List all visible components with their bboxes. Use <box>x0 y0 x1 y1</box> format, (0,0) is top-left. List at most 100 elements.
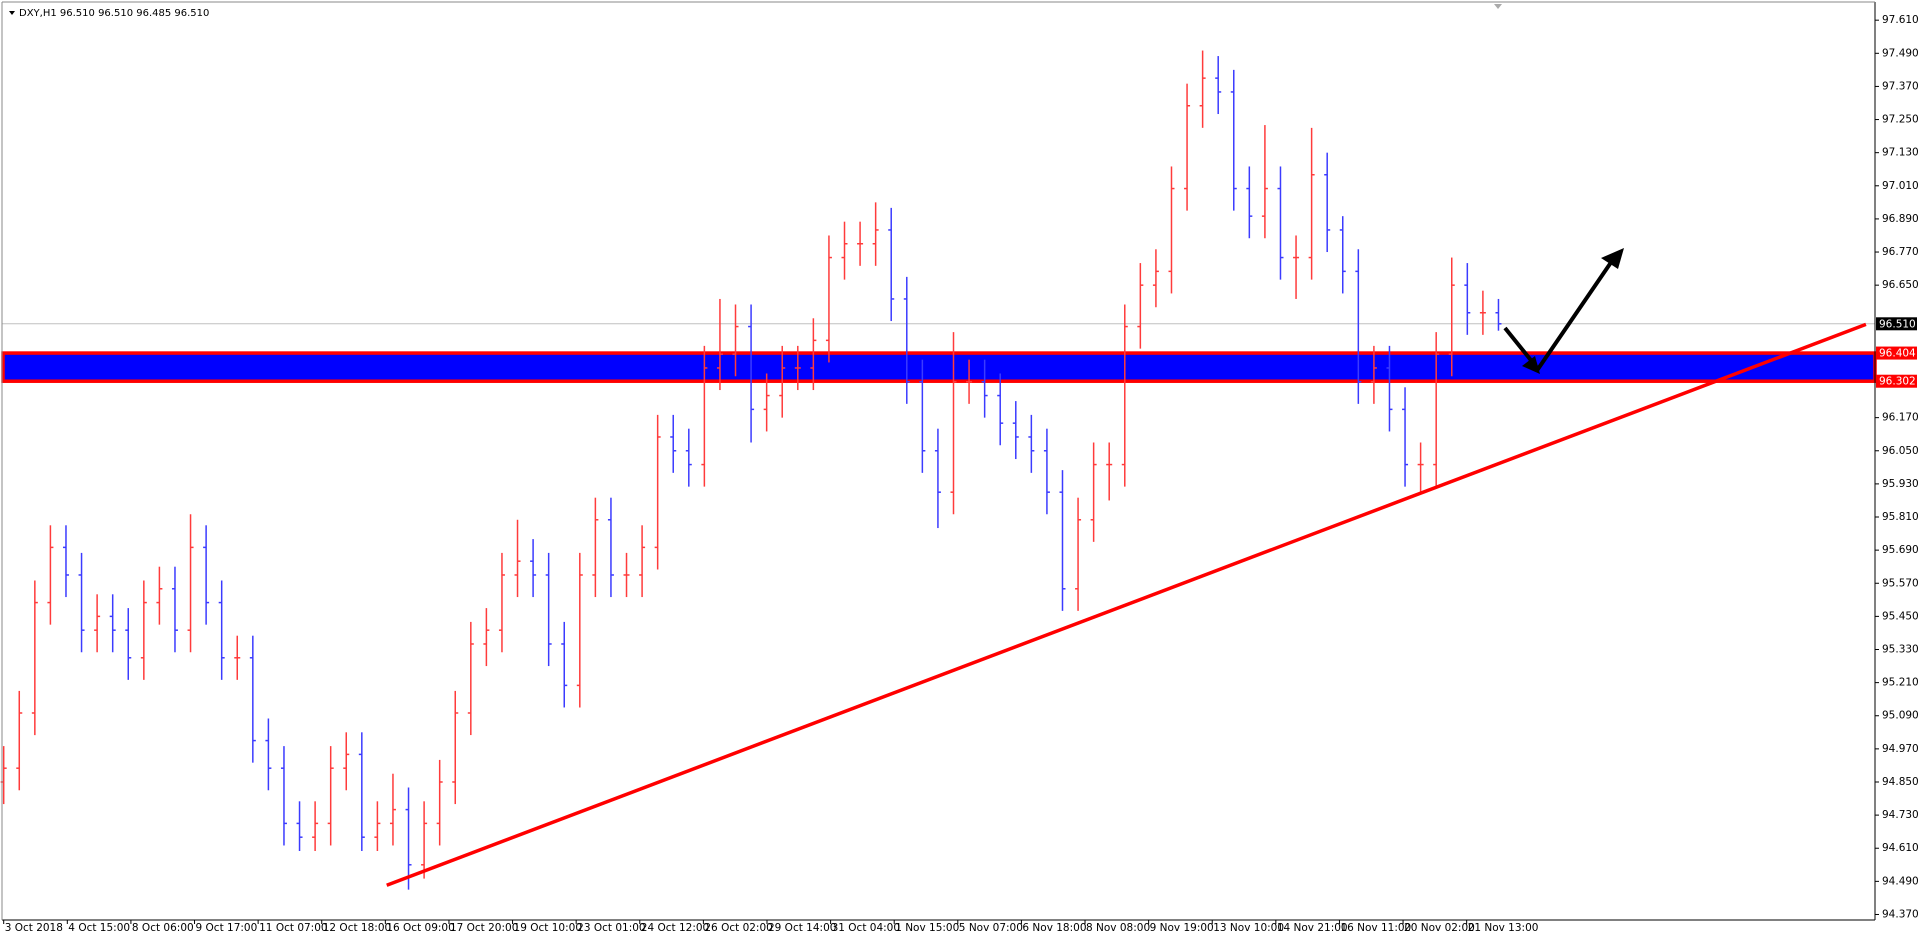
ohlc-bar <box>1479 290 1486 335</box>
ohlc-bar <box>950 332 957 515</box>
x-tick-label: 8 Oct 06:00 <box>132 922 194 934</box>
plot-area <box>0 50 1877 890</box>
ohlc-bar <box>1293 235 1300 299</box>
y-tick-label: 95.570 <box>1882 577 1918 589</box>
ohlc-bar <box>857 221 864 266</box>
ohlc-bar <box>94 594 101 653</box>
ohlc-bar <box>249 635 256 763</box>
x-tick-label: 20 Nov 02:00 <box>1404 922 1475 934</box>
ohlc-bar <box>156 566 163 625</box>
ohlc-bar <box>903 276 910 404</box>
y-tick-label: 96.050 <box>1882 445 1918 457</box>
y-tick-label: 96.650 <box>1882 279 1918 291</box>
ohlc-bar <box>421 801 428 879</box>
ohlc-bar <box>358 732 365 851</box>
ohlc-bar <box>934 428 941 529</box>
price-box-label: 96.302 <box>1879 376 1916 388</box>
ohlc-bar <box>607 497 614 598</box>
ohlc-bar <box>685 428 692 487</box>
ohlc-bar <box>1075 497 1082 611</box>
y-tick-label: 95.090 <box>1882 710 1918 722</box>
ohlc-bar <box>888 207 895 322</box>
ohlc-bar <box>1199 50 1206 128</box>
ohlc-bar <box>467 621 474 736</box>
x-tick-label: 11 Oct 07:00 <box>259 922 327 934</box>
ohlc-bar <box>327 746 334 846</box>
ohlc-bar <box>1277 166 1284 280</box>
ohlc-bar <box>1386 345 1393 432</box>
ohlc-bar <box>1028 414 1035 473</box>
y-tick-label: 94.610 <box>1882 842 1918 854</box>
ohlc-bar <box>1308 127 1315 280</box>
x-tick-label: 8 Nov 08:00 <box>1086 922 1150 934</box>
x-tick-label: 29 Oct 14:00 <box>768 922 836 934</box>
ohlc-bar <box>47 525 54 625</box>
price-box <box>1876 374 1917 388</box>
ohlc-bar <box>1184 83 1191 211</box>
ohlc-bar <box>592 497 599 598</box>
ohlc-bar <box>701 345 708 487</box>
ohlc-bar <box>1402 387 1409 487</box>
ohlc-bar <box>312 801 319 851</box>
x-tick-label: 31 Oct 04:00 <box>832 922 900 934</box>
ohlc-bar <box>171 566 178 653</box>
y-tick-label: 95.930 <box>1882 478 1918 490</box>
ohlc-bar <box>1012 401 1019 460</box>
menu-marker <box>9 11 15 15</box>
ohlc-bar <box>1230 69 1237 211</box>
ohlc-bar <box>1324 152 1331 253</box>
x-tick-label: 3 Oct 2018 <box>5 922 63 934</box>
x-tick-label: 16 Oct 09:00 <box>386 922 454 934</box>
ohlc-bar <box>280 746 287 846</box>
ohlc-bar <box>498 552 505 653</box>
ohlc-bar <box>1495 298 1502 331</box>
trendline <box>386 322 1867 887</box>
price-box-label: 96.404 <box>1879 348 1916 360</box>
ohlc-bar <box>187 514 194 653</box>
ohlc-bar <box>576 552 583 708</box>
arrow-head <box>1601 248 1624 269</box>
ohlc-bar <box>545 552 552 667</box>
arrow-head <box>1522 356 1540 374</box>
ohlc-bar <box>374 801 381 851</box>
ohlc-bar <box>561 621 568 708</box>
ohlc-bar <box>748 304 755 443</box>
ohlc-bar <box>1261 125 1268 239</box>
ohlc-bar <box>389 773 396 846</box>
x-tick-label: 23 Oct 01:00 <box>577 922 645 934</box>
ohlc-bar <box>265 718 272 791</box>
ohlc-bar <box>981 359 988 418</box>
symbol-header: DXY,H1 96.510 96.510 96.485 96.510 <box>19 8 209 19</box>
y-tick-label: 94.490 <box>1882 875 1918 887</box>
ohlc-bar <box>1417 442 1424 493</box>
ohlc-bar <box>16 690 23 791</box>
price-box-label: 96.510 <box>1879 318 1916 330</box>
y-tick-label: 94.970 <box>1882 743 1918 755</box>
ohlc-bar <box>31 580 38 736</box>
ohlc-bar <box>140 580 147 680</box>
ohlc-bar <box>1106 442 1113 501</box>
x-tick-label: 9 Nov 19:00 <box>1150 922 1214 934</box>
y-tick-label: 94.730 <box>1882 809 1918 821</box>
ohlc-bar <box>716 298 723 391</box>
x-tick-label: 16 Nov 11:00 <box>1340 922 1411 934</box>
x-tick-label: 24 Oct 12:00 <box>641 922 709 934</box>
ohlc-bar <box>670 414 677 473</box>
y-tick-label: 95.330 <box>1882 644 1918 656</box>
price-box <box>1876 346 1917 360</box>
ohlc-bar <box>1090 442 1097 542</box>
ohlc-bar <box>343 732 350 791</box>
y-tick-label: 96.770 <box>1882 246 1918 258</box>
ohlc-bar <box>623 552 630 598</box>
y-tick-label: 94.370 <box>1882 908 1918 920</box>
x-tick-label: 1 Nov 15:00 <box>895 922 959 934</box>
ohlc-bar <box>125 608 132 680</box>
ohlc-bar <box>654 414 661 570</box>
y-tick-label: 96.170 <box>1882 412 1918 424</box>
ohlc-bar <box>203 525 210 625</box>
ohlc-bar <box>62 525 69 598</box>
ohlc-bar <box>825 235 832 363</box>
ohlc-bar <box>639 525 646 598</box>
